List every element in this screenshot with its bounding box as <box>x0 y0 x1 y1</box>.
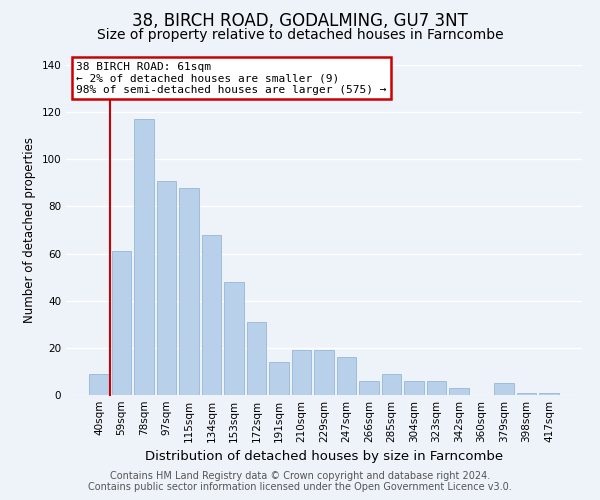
Bar <box>539 392 559 395</box>
Bar <box>359 381 379 395</box>
Bar <box>449 388 469 395</box>
Bar <box>157 180 176 395</box>
Y-axis label: Number of detached properties: Number of detached properties <box>23 137 36 323</box>
Bar <box>112 251 131 395</box>
Bar <box>269 362 289 395</box>
X-axis label: Distribution of detached houses by size in Farncombe: Distribution of detached houses by size … <box>145 450 503 464</box>
Bar <box>314 350 334 395</box>
Bar <box>179 188 199 395</box>
Bar <box>134 119 154 395</box>
Bar <box>382 374 401 395</box>
Text: Size of property relative to detached houses in Farncombe: Size of property relative to detached ho… <box>97 28 503 42</box>
Text: 38, BIRCH ROAD, GODALMING, GU7 3NT: 38, BIRCH ROAD, GODALMING, GU7 3NT <box>132 12 468 30</box>
Bar <box>404 381 424 395</box>
Bar <box>89 374 109 395</box>
Bar <box>292 350 311 395</box>
Bar <box>427 381 446 395</box>
Bar <box>517 392 536 395</box>
Text: Contains HM Land Registry data © Crown copyright and database right 2024.
Contai: Contains HM Land Registry data © Crown c… <box>88 471 512 492</box>
Bar <box>202 234 221 395</box>
Bar <box>247 322 266 395</box>
Bar <box>494 383 514 395</box>
Text: 38 BIRCH ROAD: 61sqm
← 2% of detached houses are smaller (9)
98% of semi-detache: 38 BIRCH ROAD: 61sqm ← 2% of detached ho… <box>76 62 387 95</box>
Bar <box>337 358 356 395</box>
Bar <box>224 282 244 395</box>
